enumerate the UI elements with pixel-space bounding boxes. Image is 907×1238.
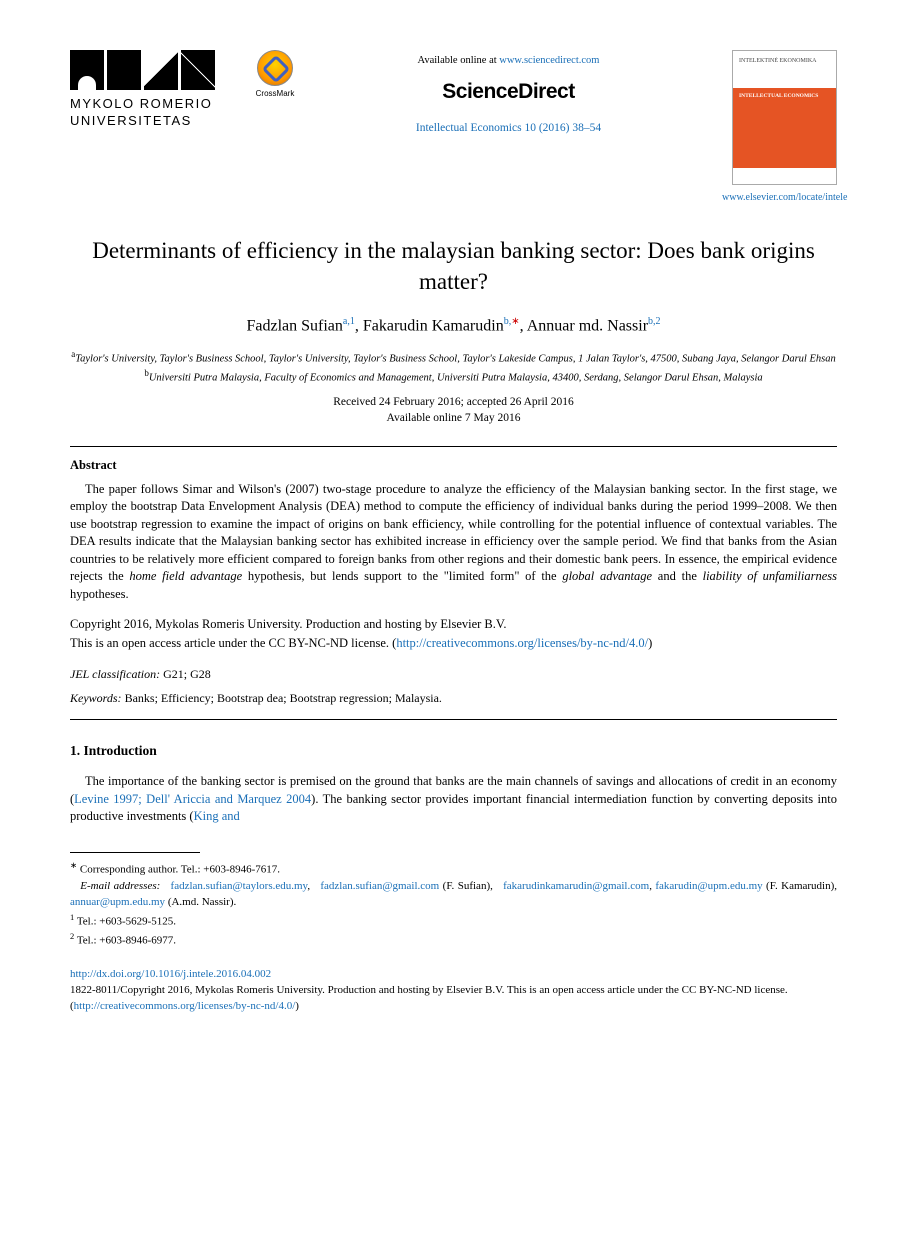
journal-cover[interactable]: INTELEKTINĖ EKONOMIKA INTELLECTUAL ECONO…: [732, 50, 837, 185]
email-1[interactable]: fadzlan.sufian@taylors.edu.my: [171, 880, 308, 892]
keywords-value: Banks; Efficiency; Bootstrap dea; Bootst…: [122, 691, 442, 705]
abstract-heading: Abstract: [70, 457, 837, 475]
email-2-who: (F. Sufian),: [439, 880, 493, 892]
crossmark-badge[interactable]: CrossMark: [255, 50, 295, 99]
copyright-line2-post: ): [648, 636, 652, 650]
available-url-link[interactable]: www.sciencedirect.com: [499, 55, 599, 66]
abstract-body: The paper follows Simar and Wilson's (20…: [70, 481, 837, 604]
rule-above-abstract: [70, 446, 837, 447]
article-title: Determinants of efficiency in the malays…: [70, 235, 837, 297]
available-online: Available online at www.sciencedirect.co…: [310, 54, 707, 69]
tel1-text: Tel.: +603-5629-5125.: [77, 915, 176, 927]
jel-label: JEL classification:: [70, 667, 160, 681]
publisher-name-line1: MYKOLO ROMERIO: [70, 96, 240, 113]
sciencedirect-column: Available online at www.sciencedirect.co…: [310, 50, 707, 136]
email-4-who: (F. Kamarudin),: [763, 880, 837, 892]
authors-line: Fadzlan Sufiana,1, Fakarudin Kamarudinb,…: [70, 315, 837, 338]
jel-value: G21; G28: [160, 667, 211, 681]
cover-column: INTELEKTINĖ EKONOMIKA INTELLECTUAL ECONO…: [722, 50, 837, 205]
citation-link-1[interactable]: Levine 1997; Dell' Ariccia and Marquez 2…: [74, 792, 311, 806]
email-label: E-mail addresses:: [80, 880, 160, 892]
cc-license-link[interactable]: http://creativecommons.org/licenses/by-n…: [396, 636, 648, 650]
citation-link-2[interactable]: King and: [194, 809, 240, 823]
affiliations: aTaylor's University, Taylor's Business …: [70, 348, 837, 386]
doi-link[interactable]: http://dx.doi.org/10.1016/j.intele.2016.…: [70, 968, 271, 980]
introduction-body: The importance of the banking sector is …: [70, 773, 837, 826]
footnotes: ∗ Corresponding author. Tel.: +603-8946-…: [70, 859, 837, 949]
affil-a: Taylor's University, Taylor's Business S…: [75, 353, 835, 364]
author-1: Fadzlan Sufian: [246, 317, 342, 334]
section-1-heading: 1. Introduction: [70, 742, 837, 761]
jel-classification: JEL classification: G21; G28: [70, 666, 837, 683]
journal-reference[interactable]: Intellectual Economics 10 (2016) 38–54: [310, 120, 707, 136]
copyright-line2-pre: This is an open access article under the…: [70, 636, 396, 650]
doi-post: ): [295, 1000, 299, 1012]
sciencedirect-logo: ScienceDirect: [310, 77, 707, 106]
author-3: Annuar md. Nassir: [527, 317, 648, 334]
corresponding-author: ∗ Corresponding author. Tel.: +603-8946-…: [70, 859, 837, 878]
author-2: Fakarudin Kamarudin: [363, 317, 504, 334]
footnote-tel-1: 1 Tel.: +603-5629-5125.: [70, 911, 837, 930]
author-3-marks[interactable]: b,2: [648, 316, 661, 327]
footnote-tel-2: 2 Tel.: +603-8946-6977.: [70, 930, 837, 949]
available-text: Available online at: [418, 55, 500, 66]
rule-below-keywords: [70, 719, 837, 720]
corr-mark[interactable]: ∗: [511, 316, 519, 327]
keywords: Keywords: Banks; Efficiency; Bootstrap d…: [70, 690, 837, 707]
affil-b: Universiti Putra Malaysia, Faculty of Ec…: [149, 373, 763, 384]
journal-locate-link[interactable]: www.elsevier.com/locate/intele: [722, 191, 837, 205]
cover-title-main: INTELLECTUAL ECONOMICS: [739, 93, 818, 101]
cover-title-top: INTELEKTINĖ EKONOMIKA: [739, 57, 816, 65]
received-accepted: Received 24 February 2016; accepted 26 A…: [333, 396, 573, 408]
email-2[interactable]: fadzlan.sufian@gmail.com: [320, 880, 439, 892]
intro-para-1: The importance of the banking sector is …: [70, 773, 837, 826]
footnote-rule: [70, 852, 200, 853]
corr-text: Corresponding author. Tel.: +603-8946-76…: [80, 863, 280, 875]
doi-license-link[interactable]: http://creativecommons.org/licenses/by-n…: [74, 1000, 296, 1012]
email-addresses: E-mail addresses: fadzlan.sufian@taylors…: [70, 878, 837, 911]
publisher-logo: MYKOLO ROMERIO UNIVERSITETAS: [70, 50, 240, 130]
crossmark-label: CrossMark: [255, 88, 295, 99]
copyright-block: Copyright 2016, Mykolas Romeris Universi…: [70, 615, 837, 651]
keywords-label: Keywords:: [70, 691, 122, 705]
doi-block: http://dx.doi.org/10.1016/j.intele.2016.…: [70, 967, 837, 1015]
tel2-text: Tel.: +603-8946-6977.: [77, 935, 176, 947]
publisher-name-line2: UNIVERSITETAS: [70, 113, 240, 130]
page-header: MYKOLO ROMERIO UNIVERSITETAS CrossMark A…: [70, 50, 837, 205]
email-3[interactable]: fakarudinkamarudin@gmail.com: [503, 880, 649, 892]
copyright-line1: Copyright 2016, Mykolas Romeris Universi…: [70, 617, 506, 631]
author-1-marks[interactable]: a,1: [343, 316, 355, 327]
email-5[interactable]: annuar@upm.edu.my: [70, 896, 165, 908]
article-dates: Received 24 February 2016; accepted 26 A…: [70, 394, 837, 426]
crossmark-icon: [257, 50, 293, 86]
email-5-who: (A.md. Nassir).: [165, 896, 236, 908]
mru-logo-shapes: [70, 50, 240, 90]
abstract-text: The paper follows Simar and Wilson's (20…: [70, 481, 837, 604]
available-online-date: Available online 7 May 2016: [387, 412, 521, 424]
email-4[interactable]: fakarudin@upm.edu.my: [655, 880, 762, 892]
